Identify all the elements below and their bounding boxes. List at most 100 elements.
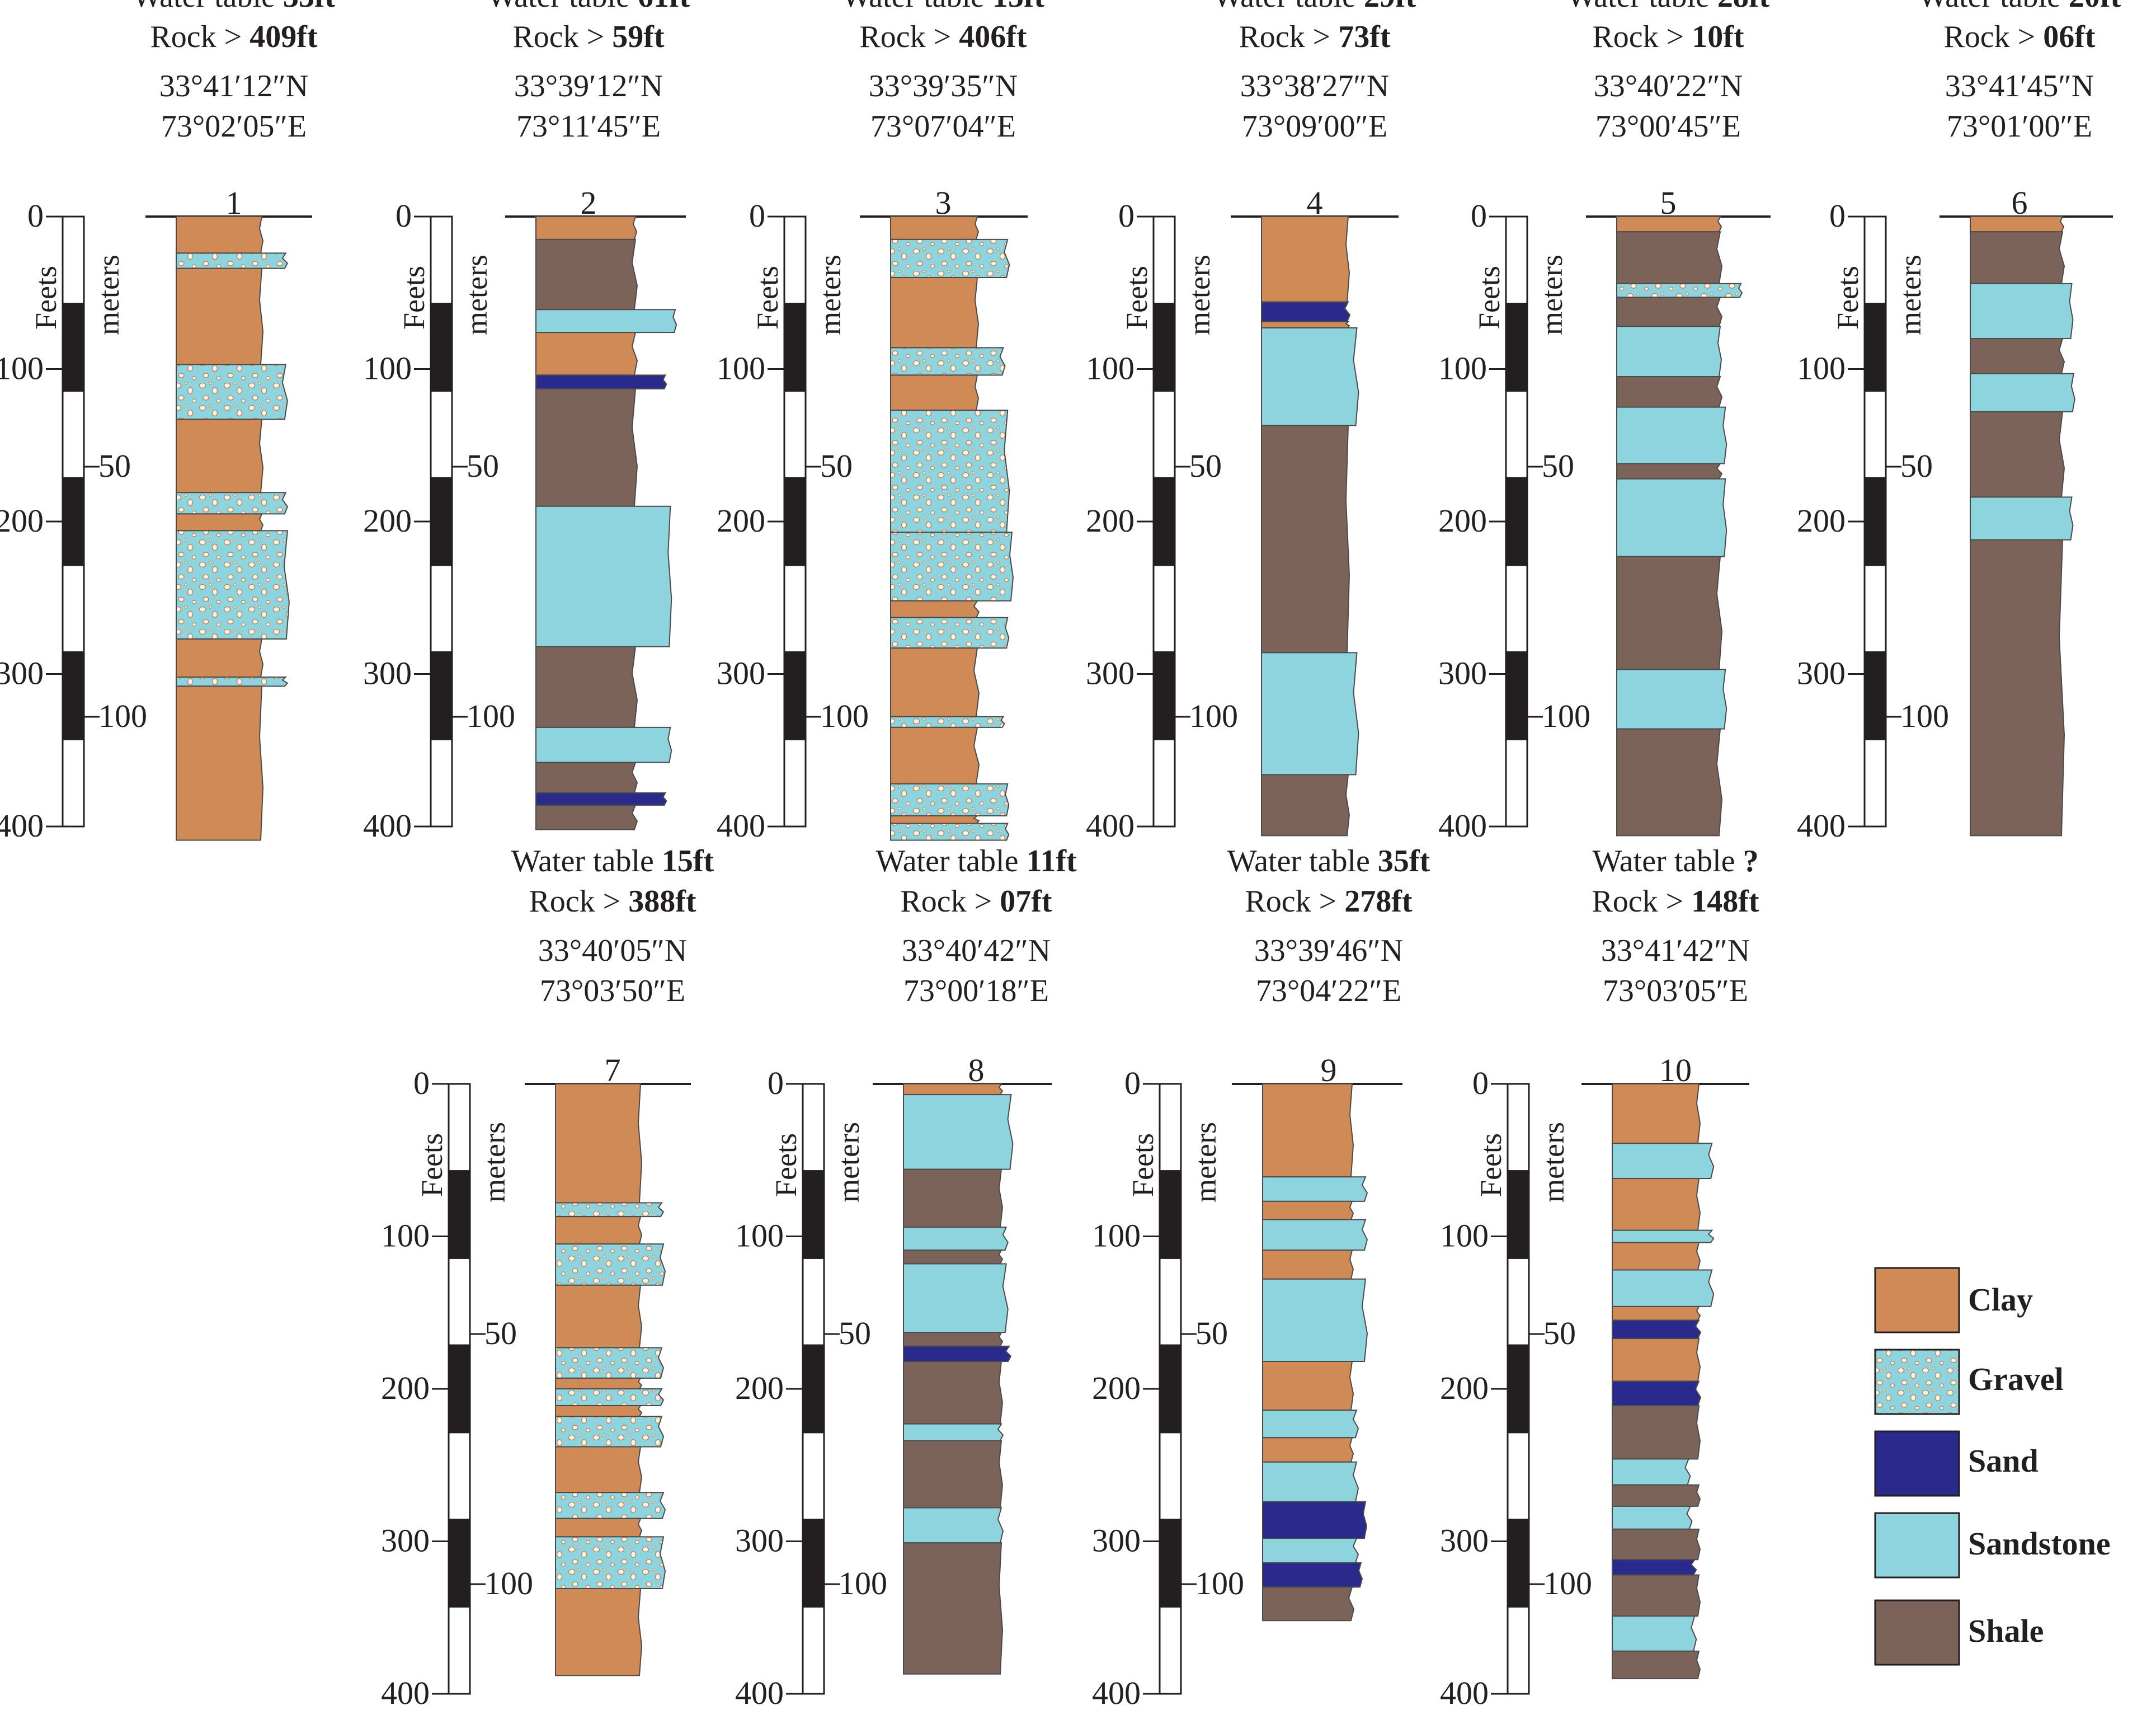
layer-shale [1616,376,1723,408]
meter-tick-label: 100 [1543,1565,1592,1601]
feet-tick-label: 400 [735,1675,784,1711]
legend-swatch-sand [1874,1430,1960,1497]
layer-clay [555,1083,643,1204]
depth-scale-bar: 0 100 200 300 400 50 100 Feets meters [1797,198,1949,844]
layer-sandstone [903,1507,1004,1544]
water-table-value: 33ft [283,0,336,14]
feet-axis-label: Feets [769,1133,803,1197]
feet-tick-label: 300 [735,1523,784,1559]
layer-shale [1970,338,2065,374]
meter-tick-label: 50 [1542,448,1574,484]
meter-tick-label: 100 [484,1565,533,1601]
lithology-column [1262,1083,1368,1622]
longitude: 73°01′00″E [1947,109,2092,144]
meters-axis-label: meters [1537,1122,1570,1203]
scale-segment [430,215,453,305]
layer-gravel [555,1388,665,1406]
feet-tick-label: 200 [0,502,44,539]
feet-axis-label: Feets [1472,266,1506,330]
latitude: 33°41′42″N [1601,933,1750,968]
feet-tick-label: 200 [381,1370,430,1406]
meters-axis-label: meters [1183,255,1216,335]
legend-swatch-clay [1874,1267,1960,1333]
water-table-value: 35ft [1378,844,1430,879]
scale-segment [1863,303,1887,392]
feet-tick-label: 100 [0,350,44,387]
legend-item-gravel: Gravel [1874,1349,2064,1415]
longitude: 73°03′50″E [540,974,685,1008]
legend-label-sandstone: Sandstone [1968,1525,2111,1562]
water-table-line: Water table 61ft [487,0,690,14]
scale-segment [1159,1170,1182,1259]
layer-clay [535,216,638,240]
layer-clay [555,1377,643,1389]
feet-tick-label: 100 [1440,1218,1489,1254]
lithology-column [1612,1083,1715,1679]
scale-segment [1863,477,1887,566]
layer-sandstone [1612,1143,1715,1179]
layer-sandstone [1262,1176,1368,1202]
longitude: 73°00′45″E [1595,109,1741,144]
layer-clay [176,419,264,494]
feet-tick-label: 0 [1829,198,1846,234]
scale-segment [1507,1257,1530,1346]
layer-clay [176,267,264,365]
layer-shale [903,1360,1004,1425]
layer-shale [903,1542,1004,1675]
well-number: 9 [1321,1052,1337,1088]
layer-shale [1612,1528,1701,1561]
longitude: 73°00′18″E [903,974,1049,1008]
scale-segment [1505,651,1528,740]
water-table-line: Water table 15ft [842,0,1045,14]
scale-segment [802,1170,825,1259]
feet-tick-label: 400 [1086,807,1135,844]
well-log-3: Water table 15ft Rock > 406ft 33°39′35″N 73… [717,0,1045,844]
scale-segment [448,1431,471,1521]
layer-sandstone [1970,373,2075,412]
layer-shale [535,804,638,830]
meter-tick-label: 100 [98,698,147,734]
layer-sandstone [1612,1505,1693,1530]
layer-shale [903,1440,1004,1509]
depth-scale-bar: 0 100 200 300 400 50 100 Feets meters [1438,198,1590,844]
scale-segment [1863,389,1887,479]
scale-segment [1152,215,1176,305]
layer-clay [1612,1177,1701,1231]
layer-shale [1970,539,2065,837]
layer-clay [890,647,980,717]
well-number: 5 [1660,185,1677,221]
layer-gravel [555,1536,666,1589]
feet-tick-label: 300 [381,1523,430,1559]
feet-tick-label: 100 [1797,350,1846,387]
lithology-column [535,216,677,830]
layer-clay [1262,1083,1354,1178]
scale-segment [783,564,807,654]
rock-depth-line: Rock > 73ft [1239,20,1390,54]
layer-clay [1616,216,1722,233]
layer-shale [1612,1405,1701,1460]
well-logs: Water table 33ftRock > 409ft33°41′12″N73… [0,0,2121,1711]
lithology-legend: Clay Gravel Sand Sandstone Shale [1874,1267,2111,1666]
rock-depth-value: 388ft [628,884,696,919]
layer-sandstone [1262,1538,1359,1563]
scale-segment [783,303,807,392]
layer-clay [1262,1200,1354,1220]
layer-clay [176,216,264,254]
legend-item-sand: Sand [1874,1430,2039,1497]
scale-segment [1159,1257,1182,1346]
layer-clay [1612,1242,1701,1271]
scale-segment [802,1431,825,1521]
feet-tick-label: 200 [735,1370,784,1406]
rock-depth-line: Rock > 148ft [1592,884,1759,919]
feet-tick-label: 100 [1086,350,1135,387]
meters-axis-label: meters [460,255,493,335]
layer-sand [1612,1559,1697,1576]
meter-tick-label: 50 [1900,448,1933,484]
feet-axis-label: Feets [415,1133,449,1197]
rock-depth-value: 278ft [1344,884,1413,919]
feet-tick-label: 0 [1472,1065,1489,1101]
scale-segment [448,1605,471,1695]
layer-sand [1612,1319,1702,1340]
rock-depth-line: Rock > 278ft [1245,884,1412,919]
